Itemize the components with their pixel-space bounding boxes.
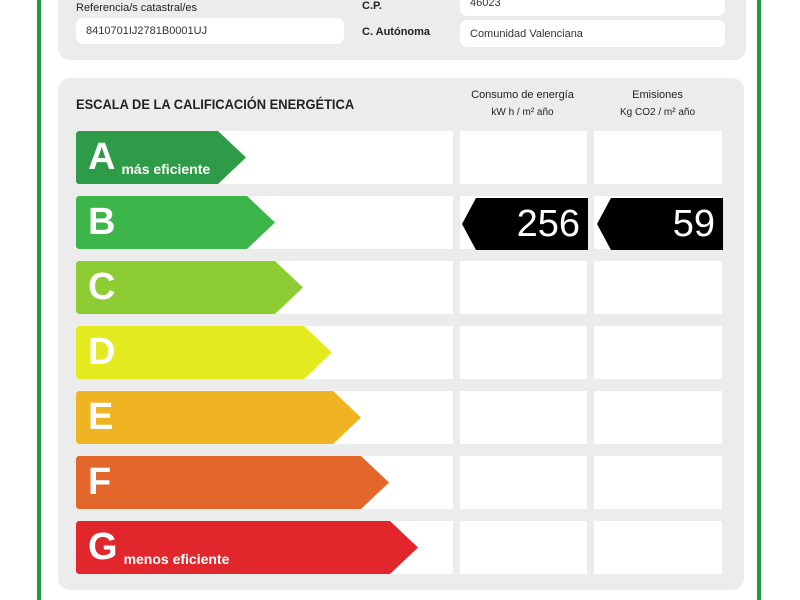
emisiones-cell <box>594 391 722 444</box>
emisiones-cell <box>594 521 722 574</box>
class-letter: A <box>88 136 116 178</box>
consumo-unit: kW h / m² año <box>491 107 554 118</box>
cp-label: C.P. <box>362 0 382 12</box>
consumo-cell <box>460 521 587 574</box>
consumo-cell <box>460 326 587 379</box>
class-letter: C <box>88 266 116 308</box>
consumo-cell <box>460 261 587 314</box>
energy-class-b: B <box>76 196 275 249</box>
consumo-cell <box>460 456 587 509</box>
energy-class-c: C <box>76 261 303 314</box>
ca-field: Comunidad Valenciana <box>460 20 725 47</box>
ca-label: C. Autónoma <box>362 26 431 38</box>
class-letter: F <box>88 461 112 503</box>
left-border <box>37 0 41 600</box>
scale-title: ESCALA DE LA CALIFICACIÓN ENERGÉTICA <box>76 96 355 112</box>
consumo-value-indicator: 256 <box>462 198 588 250</box>
emisiones-label: Emisiones <box>632 89 683 101</box>
class-letter: G <box>88 526 118 568</box>
class-letter: E <box>88 396 114 438</box>
consumo-label: Consumo de energía <box>471 89 574 101</box>
class-caption: más eficiente <box>121 160 211 177</box>
emisiones-cell <box>594 261 722 314</box>
class-letter: D <box>88 331 116 373</box>
consumo-cell <box>460 131 587 184</box>
emisiones-cell <box>594 131 722 184</box>
consumo-cell <box>460 391 587 444</box>
cp-field: 46023 <box>460 0 725 16</box>
right-border <box>757 0 761 600</box>
energy-class-d: D <box>76 326 332 379</box>
energy-class-f: F <box>76 456 389 509</box>
emisiones-cell <box>594 456 722 509</box>
emisiones-unit: Kg CO2 / m² año <box>619 107 696 118</box>
class-letter: B <box>88 201 116 243</box>
ref-field: 8410701IJ2781B0001UJ <box>76 18 344 44</box>
energy-class-e: E <box>76 391 361 444</box>
consumo-header: Consumo de energía kW h / m² año <box>455 89 590 118</box>
emisiones-value-indicator: 59 <box>597 198 723 250</box>
ref-label: Referencia/s catastral/es <box>76 2 198 14</box>
class-caption: menos eficiente <box>123 550 230 567</box>
emisiones-cell <box>594 326 722 379</box>
emisiones-header: Emisiones Kg CO2 / m² año <box>590 89 725 118</box>
